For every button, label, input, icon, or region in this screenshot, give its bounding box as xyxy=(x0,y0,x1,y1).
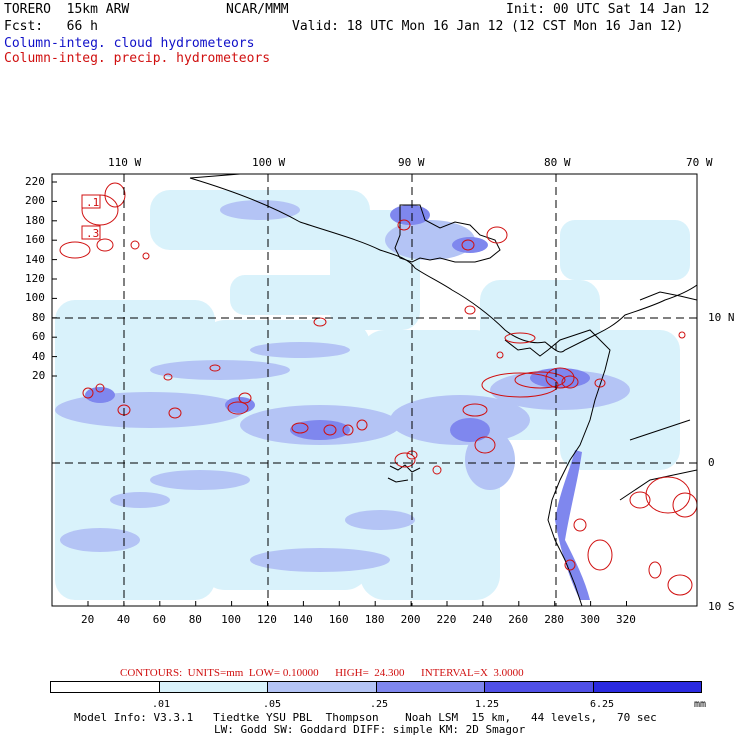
x-tick-label: 200 xyxy=(400,613,421,626)
colorbar-label-3: 1.25 xyxy=(475,699,500,710)
precip-field-title: Column-integ. precip. hydrometeors xyxy=(4,51,271,66)
y-tick-label: 220 xyxy=(25,175,45,188)
organization-label: NCAR/MMM xyxy=(226,2,289,17)
y-tick-label: 140 xyxy=(25,252,45,266)
model-info-line1: Model Info: V3.3.1 Tiedtke YSU PBL Thomp… xyxy=(74,711,657,724)
x-tick-label: 160 xyxy=(328,613,349,626)
x-tick-label: 180 xyxy=(364,613,385,626)
lon-label-70w: 70 W xyxy=(686,156,713,169)
colorbar-label-2: .25 xyxy=(370,699,389,710)
lat-label-0: 0 xyxy=(708,456,715,469)
lat-label-10s: 10 S xyxy=(708,600,735,613)
forecast-hour: Fcst: 66 h xyxy=(4,19,98,34)
x-tick-label: 220 xyxy=(436,613,457,626)
y-tick-label: 120 xyxy=(25,272,45,285)
x-tick-label: 20 xyxy=(81,613,95,626)
lat-label-10n: 10 N xyxy=(708,311,735,324)
colorbar-segment xyxy=(267,681,377,693)
model-title: TORERO 15km ARW xyxy=(4,2,130,17)
coastlines xyxy=(189,174,697,606)
x-tick-label: 100 xyxy=(221,613,241,626)
lon-label-90w: 90 W xyxy=(398,156,425,169)
contour-label-boxes xyxy=(81,194,101,240)
lon-label-80w: 80 W xyxy=(544,156,571,169)
x-tick-label: 60 xyxy=(152,613,167,626)
x-tick-label: 120 xyxy=(257,613,277,626)
axis-ticks xyxy=(52,181,627,606)
precip-contours xyxy=(59,182,697,596)
y-tick-label: 100 xyxy=(25,291,45,305)
valid-time: Valid: 18 UTC Mon 16 Jan 12 (12 CST Mon … xyxy=(292,19,684,34)
x-tick-label: 260 xyxy=(508,613,529,626)
x-tick-label: 240 xyxy=(472,613,493,626)
x-tick-label: 80 xyxy=(188,613,202,626)
lat-lon-grid xyxy=(52,174,697,606)
y-tick-label: 160 xyxy=(25,233,45,247)
lon-label-110w: 110 W xyxy=(108,156,142,169)
x-tick-label: 280 xyxy=(544,613,565,626)
colorbar-label-1: .05 xyxy=(263,699,282,710)
y-tick-label: 60 xyxy=(32,330,46,344)
colorbar-segment xyxy=(50,681,160,693)
colorbar-segment xyxy=(375,681,485,693)
colorbar-segment xyxy=(158,681,268,693)
y-tick-label: 200 xyxy=(25,194,45,208)
colorbar-units: mm xyxy=(694,699,707,710)
colorbar-label-4: 6.25 xyxy=(590,699,615,710)
init-time: Init: 00 UTC Sat 14 Jan 12 xyxy=(506,2,710,17)
lon-label-100w: 100 W xyxy=(252,156,286,169)
x-tick-label: 300 xyxy=(580,613,600,626)
model-info-line2: LW: Godd SW: Goddard DIFF: simple KM: 2D… xyxy=(214,723,526,736)
x-tick-label: 40 xyxy=(116,613,131,626)
map-frame xyxy=(51,173,698,607)
contour-label-1: .3 xyxy=(86,227,100,240)
contour-label-0: .1 xyxy=(86,196,100,209)
y-tick-label: 20 xyxy=(32,369,46,382)
colorbar-segment xyxy=(592,681,702,693)
y-tick-label: 80 xyxy=(32,310,46,324)
cloud-field-title: Column-integ. cloud hydrometeors xyxy=(4,36,255,51)
colorbar-segment xyxy=(484,681,594,693)
andes-cloud-band xyxy=(555,450,590,600)
x-tick-label: 320 xyxy=(616,613,636,626)
y-tick-label: 180 xyxy=(25,213,45,227)
contours-info: CONTOURS: UNITS=mm LOW= 0.10000 HIGH= 24… xyxy=(120,667,524,679)
colorbar-label-0: .01 xyxy=(152,699,171,710)
y-tick-label: 40 xyxy=(32,349,46,363)
x-tick-label: 140 xyxy=(292,613,313,626)
